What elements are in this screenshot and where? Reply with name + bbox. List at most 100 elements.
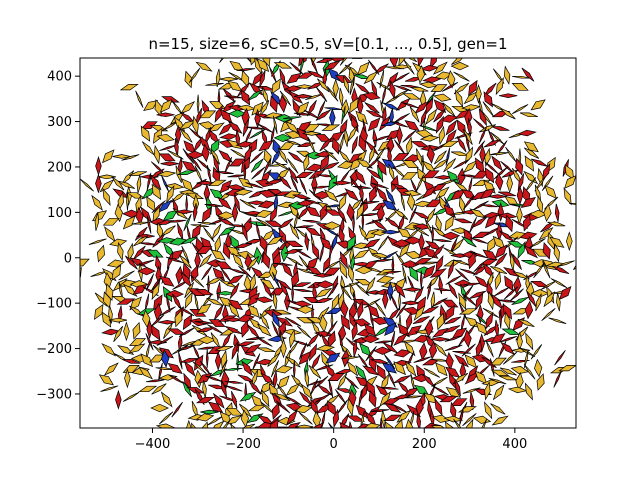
tile	[284, 240, 304, 247]
tile	[237, 374, 255, 383]
y-tick-label: 100	[47, 206, 72, 221]
tile	[241, 223, 248, 242]
tile	[265, 179, 284, 185]
tile	[530, 99, 546, 111]
tile	[445, 366, 461, 378]
tile	[517, 241, 526, 260]
x-tick-label: 200	[412, 437, 437, 452]
tile	[365, 345, 377, 362]
tile	[469, 391, 475, 411]
tile	[396, 409, 412, 424]
tile	[208, 401, 224, 413]
tile	[321, 124, 341, 131]
tile	[390, 121, 409, 128]
tile	[389, 58, 399, 69]
tile	[474, 275, 490, 289]
tile	[255, 179, 274, 188]
tile	[389, 79, 396, 100]
tile	[490, 358, 495, 377]
tile	[410, 141, 430, 148]
tile	[117, 345, 135, 355]
tile	[519, 231, 538, 240]
tile	[161, 349, 170, 368]
tile	[366, 380, 376, 397]
tile	[271, 148, 282, 165]
tile	[502, 303, 513, 320]
tile	[156, 112, 175, 118]
tile	[151, 183, 162, 201]
tile	[452, 372, 469, 385]
tile	[464, 146, 474, 165]
tile	[361, 334, 380, 344]
tile	[205, 83, 224, 86]
tile	[188, 67, 201, 84]
tile	[158, 347, 175, 359]
tile	[279, 90, 292, 107]
tile	[216, 211, 236, 220]
tile	[431, 376, 448, 387]
tile	[393, 332, 409, 346]
tile	[376, 275, 395, 284]
tile	[293, 289, 313, 292]
tile	[480, 204, 499, 208]
tile	[443, 325, 461, 334]
tile	[510, 365, 529, 375]
tile	[367, 117, 381, 132]
tile	[497, 191, 517, 197]
tile	[294, 94, 313, 99]
tile	[138, 366, 154, 380]
tile	[248, 380, 262, 395]
tile	[498, 375, 518, 381]
tile	[251, 394, 264, 409]
tile	[97, 244, 105, 263]
tile	[121, 154, 140, 161]
tile	[362, 365, 380, 376]
tile	[408, 206, 418, 224]
tile	[412, 223, 433, 230]
tile	[219, 359, 228, 378]
tile	[160, 161, 179, 166]
tile	[256, 323, 272, 337]
tile	[305, 206, 321, 218]
tile	[145, 333, 154, 351]
tile	[402, 93, 422, 100]
tile	[440, 140, 460, 148]
tile	[99, 179, 115, 193]
tile	[151, 200, 166, 214]
tile	[195, 396, 215, 404]
tile	[132, 321, 141, 340]
tile	[390, 293, 399, 311]
tile	[167, 219, 187, 223]
tile	[80, 178, 94, 192]
tile	[422, 185, 437, 199]
tile	[335, 369, 354, 374]
tile	[370, 359, 389, 364]
tile	[238, 403, 252, 418]
tile	[302, 220, 321, 223]
tile	[216, 282, 221, 301]
tile	[284, 316, 302, 327]
tile	[326, 86, 339, 102]
tile	[482, 262, 495, 279]
tile	[525, 332, 534, 351]
tile	[578, 243, 582, 261]
tile	[404, 360, 417, 377]
tile	[129, 338, 147, 346]
tile	[190, 155, 202, 172]
tile	[201, 264, 213, 281]
tile	[304, 369, 310, 388]
tile	[495, 172, 504, 192]
tile	[553, 242, 560, 263]
tile	[181, 178, 194, 193]
tile	[363, 238, 381, 249]
tile	[296, 267, 315, 275]
tile	[140, 125, 151, 142]
tile	[195, 246, 213, 254]
tile	[247, 304, 260, 319]
tile	[236, 250, 255, 259]
tile	[553, 370, 562, 388]
tile	[285, 382, 301, 397]
tile	[356, 201, 365, 221]
tile	[468, 251, 476, 270]
tile	[538, 227, 554, 241]
